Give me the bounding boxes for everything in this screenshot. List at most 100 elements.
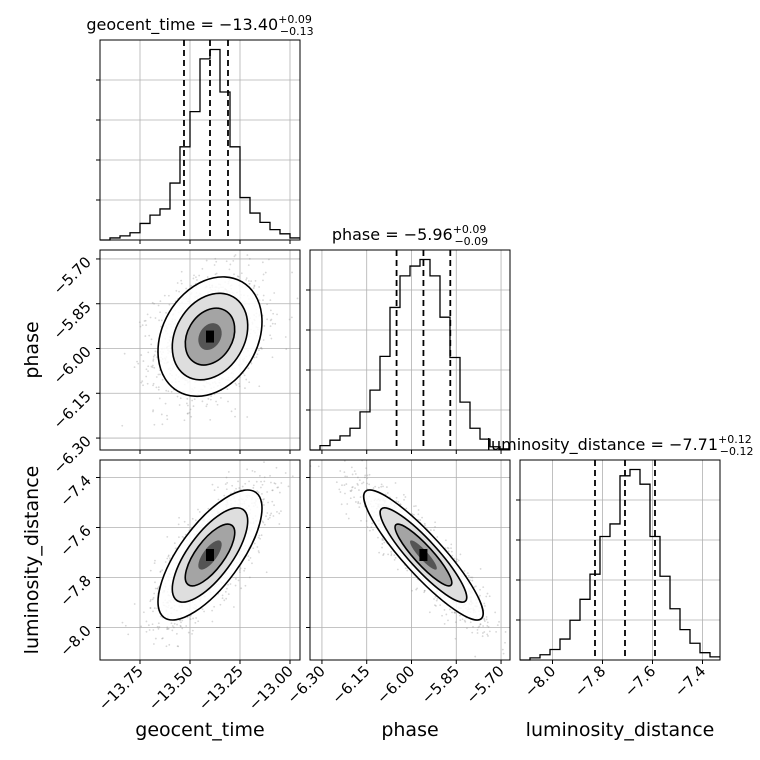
sample-point (248, 576, 251, 579)
sample-point (358, 506, 361, 508)
sample-point (157, 622, 160, 625)
sample-point (236, 275, 239, 278)
sample-point (395, 496, 398, 499)
sample-point (183, 520, 186, 523)
sample-point (251, 469, 254, 472)
sample-point (239, 571, 241, 574)
sample-point (382, 554, 385, 556)
sample-point (136, 360, 138, 363)
sample-point (454, 621, 457, 624)
sample-point (161, 378, 164, 381)
sample-point (453, 557, 456, 560)
sample-point (237, 275, 240, 278)
sample-point (260, 534, 263, 537)
sample-point (151, 301, 154, 304)
sample-point (423, 591, 426, 594)
sample-point (476, 629, 479, 631)
sample-point (157, 586, 160, 589)
sample-point (414, 505, 417, 507)
sample-point (501, 648, 504, 651)
sample-point (151, 623, 154, 626)
sample-point (263, 480, 266, 483)
sample-point (273, 504, 275, 507)
sample-point (284, 472, 287, 474)
sample-point (175, 632, 178, 635)
sample-point (277, 486, 280, 489)
sample-point (274, 322, 277, 325)
sample-point (158, 319, 160, 322)
sample-point (201, 608, 204, 611)
sample-point (153, 366, 156, 369)
sample-point (186, 397, 189, 400)
sample-point (259, 474, 261, 477)
sample-point (217, 486, 219, 489)
sample-point (263, 523, 266, 526)
sample-point (263, 476, 266, 479)
sample-point (371, 522, 374, 525)
sample-point (253, 470, 256, 473)
sample-point (255, 356, 258, 358)
sample-point (159, 570, 162, 573)
sample-point (479, 623, 482, 626)
sample-point (269, 514, 272, 517)
x-tick-label: −7.4 (671, 662, 709, 700)
sample-point (145, 620, 148, 623)
sample-point (443, 609, 446, 611)
histogram-step-geocent_time (100, 48, 300, 241)
sample-point (225, 488, 228, 491)
sample-point (265, 571, 268, 574)
sample-point (447, 550, 450, 553)
sample-point (273, 482, 276, 485)
sample-point (355, 501, 357, 503)
histogram-panel-geocent_time: geocent_time = −13.40+0.09 −0.13 (86, 13, 314, 244)
sample-point (262, 279, 264, 282)
sample-point (211, 609, 214, 612)
sample-point (165, 645, 168, 648)
sample-point (247, 367, 250, 370)
sample-point (353, 470, 356, 473)
sample-point (483, 602, 486, 605)
density-content (121, 461, 294, 648)
sample-point (239, 569, 241, 571)
sample-point (246, 254, 249, 256)
sample-point (185, 402, 188, 405)
sample-point (397, 501, 400, 503)
sample-point (178, 404, 181, 406)
sample-point (209, 419, 212, 421)
sample-point (157, 304, 160, 307)
sample-point (154, 587, 157, 590)
sample-point (220, 397, 222, 399)
sample-point (205, 405, 208, 408)
panel-title-luminosity_distance: luminosity_distance = −7.71+0.12 −0.12 (487, 433, 754, 458)
sample-point (193, 274, 195, 277)
sample-point (167, 475, 169, 477)
sample-point (450, 550, 453, 553)
sample-point (354, 473, 357, 475)
sample-point (215, 260, 218, 263)
sample-point (142, 611, 145, 614)
sample-point (385, 486, 388, 488)
sample-point (453, 611, 456, 614)
sample-point (280, 482, 283, 484)
sample-point (249, 557, 252, 559)
sample-point (483, 631, 486, 633)
x-axis-label-luminosity_distance: luminosity_distance (526, 719, 715, 741)
sample-point (394, 557, 397, 559)
sample-point (192, 405, 195, 408)
sample-point (466, 572, 469, 575)
sample-point (243, 567, 246, 570)
sample-point (252, 486, 255, 489)
sample-point (474, 655, 477, 658)
sample-point (487, 626, 490, 628)
sample-point (238, 385, 241, 388)
sample-point (171, 625, 174, 627)
sample-point (403, 498, 405, 501)
sample-point (224, 590, 227, 593)
sample-point (357, 476, 359, 479)
sample-point (146, 313, 149, 316)
sample-point (386, 492, 389, 494)
sample-point (482, 586, 485, 589)
sample-point (251, 562, 253, 565)
sample-point (154, 581, 156, 584)
